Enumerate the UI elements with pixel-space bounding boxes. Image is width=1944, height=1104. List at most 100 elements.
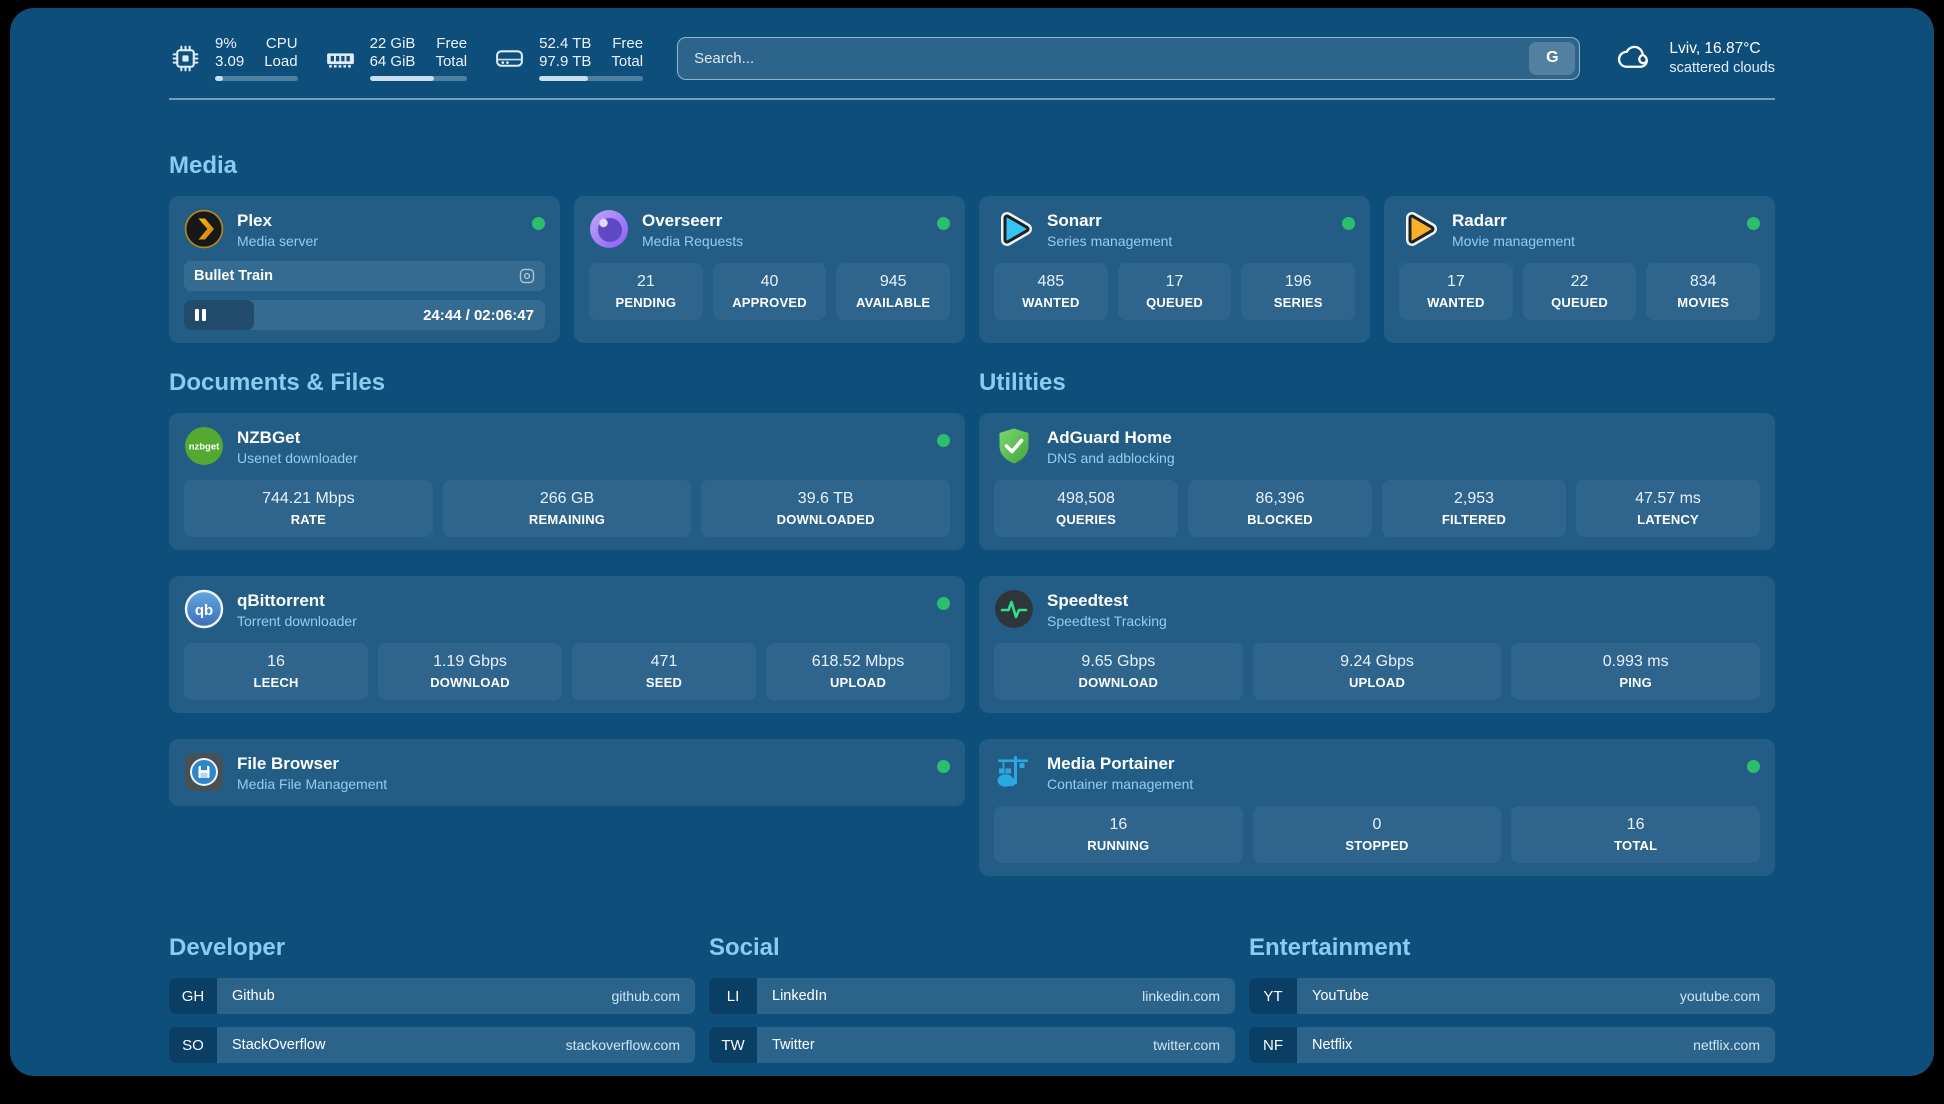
stat-value: 47.57 ms bbox=[1635, 490, 1701, 507]
stat-label: LATENCY bbox=[1637, 512, 1699, 527]
stat-tile: 16 LEECH bbox=[184, 643, 368, 700]
bookmark-netflix[interactable]: NF Netflix netflix.com bbox=[1249, 1027, 1775, 1063]
disk-icon bbox=[496, 49, 524, 67]
cpu-progress-bar bbox=[215, 76, 298, 81]
status-dot bbox=[1747, 760, 1760, 773]
filebrowser-title: File Browser bbox=[237, 754, 340, 773]
bookmark-name: StackOverflow bbox=[232, 1037, 326, 1053]
nzbget-icon: nzbget bbox=[184, 426, 224, 466]
stat-label: RUNNING bbox=[1087, 838, 1150, 853]
qbittorrent-card[interactable]: qb qBittorrent Torrent downloader bbox=[169, 576, 965, 713]
bookmark-name: LinkedIn bbox=[772, 988, 827, 1004]
bookmark-url: netflix.com bbox=[1693, 1037, 1760, 1053]
stat-tile: 47.57 ms LATENCY bbox=[1576, 480, 1760, 537]
cpu-load-label: Load bbox=[264, 53, 298, 70]
radarr-title: Radarr bbox=[1452, 211, 1507, 230]
stat-tile: 16 RUNNING bbox=[994, 806, 1243, 863]
portainer-card[interactable]: Media Portainer Container management 16 … bbox=[979, 739, 1775, 876]
overseerr-icon bbox=[589, 209, 629, 249]
stat-label: QUEUED bbox=[1146, 295, 1203, 310]
bookmark-url: youtube.com bbox=[1679, 988, 1760, 1004]
bookmark-url: stackoverflow.com bbox=[565, 1037, 680, 1053]
status-dot bbox=[937, 597, 950, 610]
sonarr-icon bbox=[994, 209, 1034, 249]
bookmark-url: twitter.com bbox=[1153, 1037, 1220, 1053]
stat-tile: 22 QUEUED bbox=[1522, 263, 1637, 320]
search-provider-button[interactable]: G bbox=[1529, 41, 1576, 75]
qbittorrent-title: qBittorrent bbox=[237, 591, 325, 610]
stat-value: 40 bbox=[760, 273, 779, 290]
playback-progress-bar: 24:44 / 02:06:47 bbox=[184, 300, 545, 330]
weather-condition: scattered clouds bbox=[1669, 60, 1775, 76]
now-playing-activity-icon[interactable] bbox=[519, 268, 535, 284]
status-dot bbox=[1342, 217, 1355, 230]
plex-card[interactable]: Plex Media server Bullet Train bbox=[169, 196, 560, 343]
stat-tile: 16 TOTAL bbox=[1511, 806, 1761, 863]
pause-button[interactable] bbox=[195, 309, 206, 321]
filebrowser-card[interactable]: File Browser Media File Management bbox=[169, 739, 965, 806]
stat-tile: 9.24 Gbps UPLOAD bbox=[1252, 643, 1502, 700]
search-input[interactable] bbox=[677, 36, 1581, 80]
plex-icon bbox=[184, 209, 224, 249]
sonarr-card[interactable]: Sonarr Series management 485 WANTED 17 Q… bbox=[979, 196, 1370, 343]
disk-total-label: Total bbox=[611, 53, 644, 70]
stat-label: DOWNLOADED bbox=[776, 512, 875, 527]
radarr-card[interactable]: Radarr Movie management 17 WANTED 22 QUE… bbox=[1384, 196, 1775, 343]
stat-tile: 0.993 ms PING bbox=[1511, 643, 1761, 700]
cpu-progress-fill bbox=[215, 76, 224, 81]
stat-value: 196 bbox=[1284, 273, 1312, 290]
stat-tile: 21 PENDING bbox=[589, 263, 703, 320]
stat-tile: 39.6 TB DOWNLOADED bbox=[701, 480, 951, 537]
bookmark-youtube[interactable]: YT YouTube youtube.com bbox=[1249, 978, 1775, 1014]
radarr-subtitle: Movie management bbox=[1452, 233, 1575, 249]
stat-label: QUEUED bbox=[1551, 295, 1608, 310]
stat-value: 16 bbox=[267, 653, 285, 670]
overseerr-card[interactable]: Overseerr Media Requests 21 PENDING 40 A… bbox=[574, 196, 965, 343]
bookmark-name: Github bbox=[232, 988, 275, 1004]
speedtest-subtitle: Speedtest Tracking bbox=[1047, 613, 1167, 629]
stat-value: 471 bbox=[650, 653, 678, 670]
stat-label: SEED bbox=[645, 675, 683, 690]
bookmark-abbr: NF bbox=[1249, 1027, 1297, 1063]
stat-label: AVAILABLE bbox=[856, 295, 931, 310]
stat-value: 0.993 ms bbox=[1602, 653, 1669, 670]
stat-tile: 834 MOVIES bbox=[1646, 263, 1761, 320]
bookmark-github[interactable]: GH Github github.com bbox=[169, 978, 695, 1014]
header-divider bbox=[169, 98, 1775, 100]
cpu-usage-value: 9% bbox=[215, 35, 237, 52]
filebrowser-subtitle: Media File Management bbox=[237, 776, 388, 792]
disk-free-label: Free bbox=[612, 35, 644, 52]
bookmark-abbr: TW bbox=[709, 1027, 757, 1063]
adguard-card[interactable]: AdGuard Home DNS and adblocking 498,508 … bbox=[979, 413, 1775, 550]
stat-tile: 2,953 FILTERED bbox=[1382, 480, 1566, 537]
bookmark-url: github.com bbox=[611, 988, 680, 1004]
stat-tile: 1.19 Gbps DOWNLOAD bbox=[378, 643, 562, 700]
bookmark-stackoverflow[interactable]: SO StackOverflow stackoverflow.com bbox=[169, 1027, 695, 1063]
bookmark-abbr: SO bbox=[169, 1027, 217, 1063]
section-title-developer: Developer bbox=[169, 934, 286, 961]
stat-tile: 17 QUEUED bbox=[1117, 263, 1232, 320]
disk-free-value: 52.4 TB bbox=[539, 35, 592, 52]
qbittorrent-icon: qb bbox=[184, 589, 224, 629]
portainer-subtitle: Container management bbox=[1047, 776, 1194, 792]
speedtest-icon bbox=[994, 589, 1034, 629]
speedtest-card[interactable]: Speedtest Speedtest Tracking 9.65 Gbps D… bbox=[979, 576, 1775, 713]
nzbget-card[interactable]: nzbget NZBGet Usenet downloader 74 bbox=[169, 413, 965, 550]
filebrowser-icon bbox=[184, 752, 224, 792]
stat-value: 39.6 TB bbox=[797, 490, 854, 507]
bookmark-twitter[interactable]: TW Twitter twitter.com bbox=[709, 1027, 1235, 1063]
stat-value: 21 bbox=[636, 273, 655, 290]
stat-value: 17 bbox=[1165, 273, 1184, 290]
bookmark-linkedin[interactable]: LI LinkedIn linkedin.com bbox=[709, 978, 1235, 1014]
memory-progress-fill bbox=[369, 76, 434, 81]
disk-progress-bar bbox=[539, 76, 644, 81]
stat-value: 22 bbox=[1570, 273, 1589, 290]
memory-icon bbox=[326, 52, 354, 68]
search-bar: G bbox=[677, 36, 1581, 80]
disk-widget: 52.4 TB Free 97.9 TB Total bbox=[493, 35, 644, 81]
weather-widget: Lviv, 16.87°C scattered clouds bbox=[1614, 37, 1775, 79]
bookmark-name: YouTube bbox=[1312, 988, 1369, 1004]
stat-tile: 485 WANTED bbox=[994, 263, 1108, 320]
nzbget-title: NZBGet bbox=[237, 428, 301, 447]
memory-free-value: 22 GiB bbox=[369, 35, 416, 52]
